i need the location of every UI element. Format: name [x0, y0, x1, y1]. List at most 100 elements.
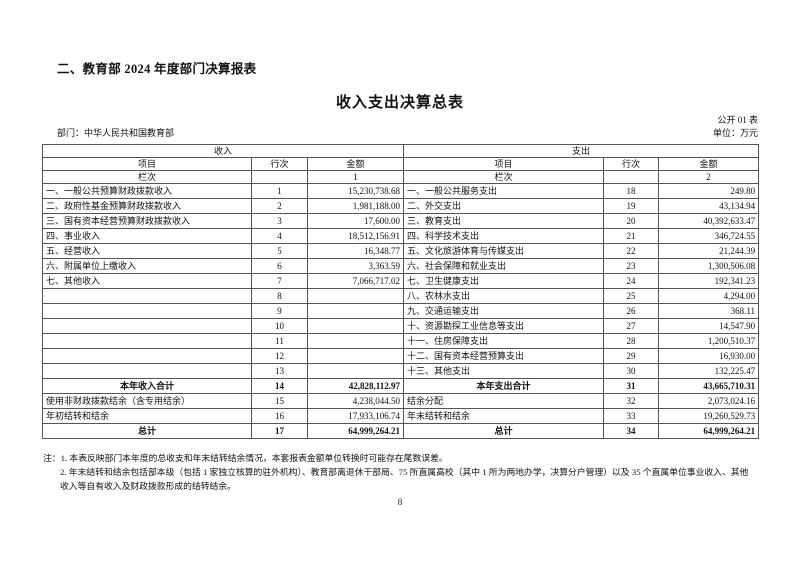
footnote-1: 注：1. 本表反映部门本年度的总收支和年末结转结余情况，本套报表金额单位转换时可…	[43, 453, 448, 463]
expense-column-index: 2	[658, 170, 760, 184]
table-row: 二、政府性基金预算财政拨款收入 2 1,981,188.00 二、外交支出 19 43,1…	[42, 198, 760, 214]
income-line-cell: 8	[251, 288, 308, 304]
income-item-cell	[42, 363, 252, 379]
income-column-index: 1	[306, 170, 405, 184]
table-row: 11 十一、住房保障支出 28 1,200,510.37	[42, 333, 760, 349]
expense-line-cell: 33	[603, 408, 660, 424]
income-item-cell: 年初结转和结余	[42, 408, 252, 424]
income-amount-cell: 18,512,156.91	[306, 228, 405, 244]
column-index-row: 栏次 1 栏次 2	[42, 170, 760, 184]
column-header-row: 项目 行次 金额 项目 行次 金额	[42, 157, 760, 171]
table-row: 12 十二、国有资本经营预算支出 29 16,930.00	[42, 348, 760, 364]
income-lanci-label: 栏次	[42, 170, 252, 184]
income-line-cell: 7	[251, 273, 308, 289]
expense-line-cell: 18	[603, 183, 660, 199]
income-item-cell: 总计	[42, 423, 252, 439]
table-row: 本年收入合计 14 42,828,112.97 本年支出合计 31 43,665,710.…	[42, 378, 760, 394]
expense-amount-cell: 40,392,633.47	[658, 213, 760, 229]
income-item-cell: 一、一般公共预算财政拨款收入	[42, 183, 252, 199]
expense-item-header: 项目	[403, 157, 605, 171]
income-amount-cell	[306, 303, 405, 319]
expense-item-cell: 十、资源勘探工业信息等支出	[403, 318, 605, 334]
expense-item-cell: 四、科学技术支出	[403, 228, 605, 244]
income-item-cell: 二、政府性基金预算财政拨款收入	[42, 198, 252, 214]
expense-amount-cell: 64,999,264.21	[658, 423, 760, 439]
income-line-cell: 10	[251, 318, 308, 334]
income-line-header: 行次	[251, 157, 308, 171]
expense-item-cell: 结余分配	[403, 393, 605, 409]
income-item-cell: 使用非财政拨款结余（含专用结余）	[42, 393, 252, 409]
expense-lanci-empty-cell	[603, 170, 660, 184]
income-item-cell: 本年收入合计	[42, 378, 252, 394]
income-line-cell: 3	[251, 213, 308, 229]
table-body: 一、一般公共预算财政拨款收入 1 15,230,738.68 一、一般公共服务支出 18…	[42, 183, 760, 439]
expense-item-cell: 九、交通运输支出	[403, 303, 605, 319]
income-item-cell: 六、附属单位上缴收入	[42, 258, 252, 274]
expense-amount-cell: 4,294.00	[658, 288, 760, 304]
expense-item-cell: 年末结转和结余	[403, 408, 605, 424]
expense-amount-cell: 43,665,710.31	[658, 378, 760, 394]
income-amount-header: 金额	[306, 157, 405, 171]
expense-item-cell: 总计	[403, 423, 605, 439]
expense-item-cell: 一、一般公共服务支出	[403, 183, 605, 199]
income-amount-cell: 3,363.59	[306, 258, 405, 274]
income-line-cell: 5	[251, 243, 308, 259]
expense-line-cell: 19	[603, 198, 660, 214]
income-item-cell	[42, 303, 252, 319]
table-row: 六、附属单位上缴收入 6 3,363.59 六、社会保障和就业支出 23 1,300,50…	[42, 258, 760, 274]
expense-amount-cell: 1,200,510.37	[658, 333, 760, 349]
expense-item-cell: 十三、其他支出	[403, 363, 605, 379]
unit-label: 单位：万元	[712, 128, 758, 138]
expense-line-cell: 28	[603, 333, 660, 349]
income-item-cell	[42, 333, 252, 349]
expense-line-cell: 27	[603, 318, 660, 334]
expense-line-cell: 31	[603, 378, 660, 394]
table-row: 使用非财政拨款结余（含专用结余） 15 4,238,044.50 结余分配 32 2,07…	[42, 393, 760, 409]
income-amount-cell	[306, 363, 405, 379]
table-row: 四、事业收入 4 18,512,156.91 四、科学技术支出 21 346,724.55	[42, 228, 760, 244]
expense-item-cell: 十二、国有资本经营预算支出	[403, 348, 605, 364]
income-amount-cell: 4,238,044.50	[306, 393, 405, 409]
expense-item-cell: 三、教育支出	[403, 213, 605, 229]
income-line-cell: 2	[251, 198, 308, 214]
expense-section-header: 支出	[403, 144, 760, 158]
expense-item-cell: 八、农林水支出	[403, 288, 605, 304]
expense-item-cell: 五、文化旅游体育与传媒支出	[403, 243, 605, 259]
expense-amount-cell: 346,724.55	[658, 228, 760, 244]
expense-item-cell: 七、卫生健康支出	[403, 273, 605, 289]
income-line-cell: 14	[251, 378, 308, 394]
table-row: 13 十三、其他支出 30 132,225.47	[42, 363, 760, 379]
income-line-cell: 12	[251, 348, 308, 364]
table-row: 10 十、资源勘探工业信息等支出 27 14,547.90	[42, 318, 760, 334]
table-row: 一、一般公共预算财政拨款收入 1 15,230,738.68 一、一般公共服务支出 18…	[42, 183, 760, 199]
footnote-2: 2. 年末结转和结余包括部本级（包括 1 家独立核算的驻外机构）、教育部离退休干…	[60, 467, 749, 492]
income-item-cell	[42, 288, 252, 304]
expense-amount-cell: 21,244.39	[658, 243, 760, 259]
meta-row: 部门：中华人民共和国教育部 单位：万元	[57, 126, 758, 139]
table-row: 9 九、交通运输支出 26 368.11	[42, 303, 760, 319]
income-item-cell: 三、国有资本经营预算财政拨款收入	[42, 213, 252, 229]
income-amount-cell	[306, 318, 405, 334]
income-amount-cell: 7,066,717.02	[306, 273, 405, 289]
income-amount-cell	[306, 333, 405, 349]
table-row: 三、国有资本经营预算财政拨款收入 3 17,600.00 三、教育支出 20 40,392…	[42, 213, 760, 229]
income-line-cell: 11	[251, 333, 308, 349]
expense-line-cell: 24	[603, 273, 660, 289]
income-line-cell: 6	[251, 258, 308, 274]
table-row: 年初结转和结余 16 17,933,106.74 年末结转和结余 33 19,260,52…	[42, 408, 760, 424]
expense-lanci-label: 栏次	[403, 170, 605, 184]
expense-item-cell: 本年支出合计	[403, 378, 605, 394]
expense-line-cell: 22	[603, 243, 660, 259]
expense-line-cell: 25	[603, 288, 660, 304]
income-item-cell	[42, 318, 252, 334]
income-item-header: 项目	[42, 157, 252, 171]
section-header-row: 收入 支出	[41, 144, 760, 158]
report-heading: 二、教育部 2024 年度部门决算报表	[57, 62, 257, 76]
income-lanci-empty-cell	[251, 170, 308, 184]
income-amount-cell: 17,600.00	[306, 213, 405, 229]
expense-item-cell: 六、社会保障和就业支出	[403, 258, 605, 274]
page-number: 8	[397, 497, 403, 507]
income-amount-cell	[306, 348, 405, 364]
income-line-cell: 13	[251, 363, 308, 379]
income-amount-cell: 17,933,106.74	[306, 408, 405, 424]
